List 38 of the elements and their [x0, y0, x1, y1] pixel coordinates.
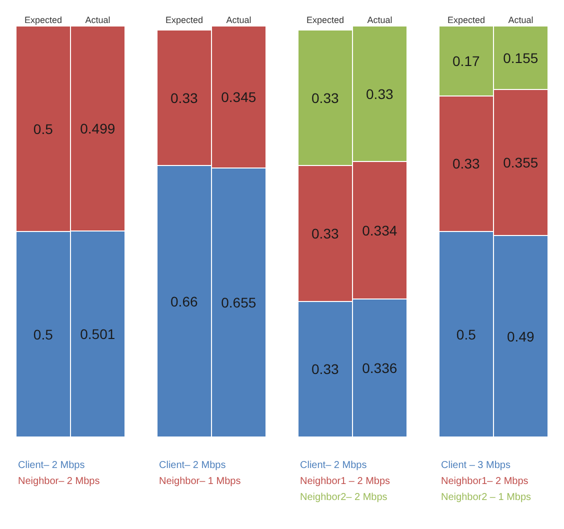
data-label: 0.5 — [456, 326, 476, 342]
x-tick-label: Actual — [85, 15, 110, 26]
data-label: 0.33 — [312, 90, 339, 106]
x-tick-label: Expected — [165, 15, 204, 26]
data-label: 0.33 — [366, 86, 394, 102]
data-label: 0.17 — [452, 52, 480, 69]
x-tick-label: Expected — [447, 15, 486, 26]
text: Neighbor– 1 Mbps — [159, 476, 241, 487]
text: Neighbor2– 2 Mbps — [300, 492, 388, 503]
x-tick-label: Expected — [24, 15, 62, 26]
x-tick-label: Actual — [226, 15, 252, 26]
data-label: 0.345 — [221, 88, 256, 105]
text: Client– 2 Mbps — [18, 460, 85, 471]
data-label: 0.33 — [452, 156, 480, 172]
data-label: 0.5 — [33, 120, 54, 137]
text: Neighbor1– 2 Mbps — [441, 476, 528, 487]
data-label: 0.33 — [312, 226, 339, 242]
data-label: 0.33 — [312, 361, 339, 378]
data-label: 0.501 — [80, 326, 116, 342]
data-label: 0.499 — [80, 120, 116, 137]
data-label: 0.355 — [503, 154, 538, 171]
text: Client – 3 Mbps — [441, 460, 510, 471]
text: Client– 2 Mbps — [159, 460, 226, 471]
text: Neighbor1 – 2 Mbps — [300, 476, 390, 487]
data-label: 0.5 — [33, 326, 54, 342]
data-label: 0.49 — [507, 328, 534, 344]
text: Neighbor– 2 Mbps — [18, 476, 100, 487]
x-tick-label: Actual — [367, 15, 392, 26]
data-label: 0.334 — [362, 222, 398, 238]
text: Client– 2 Mbps — [300, 460, 367, 471]
data-label: 0.33 — [170, 90, 198, 106]
data-label: 0.66 — [170, 293, 198, 310]
data-label: 0.336 — [362, 360, 398, 376]
data-label: 0.655 — [221, 294, 256, 310]
data-label: 0.155 — [503, 50, 538, 66]
x-tick-label: Actual — [508, 15, 534, 26]
text: Neighbor2 – 1 Mbps — [441, 492, 532, 503]
x-tick-label: Expected — [306, 15, 344, 26]
